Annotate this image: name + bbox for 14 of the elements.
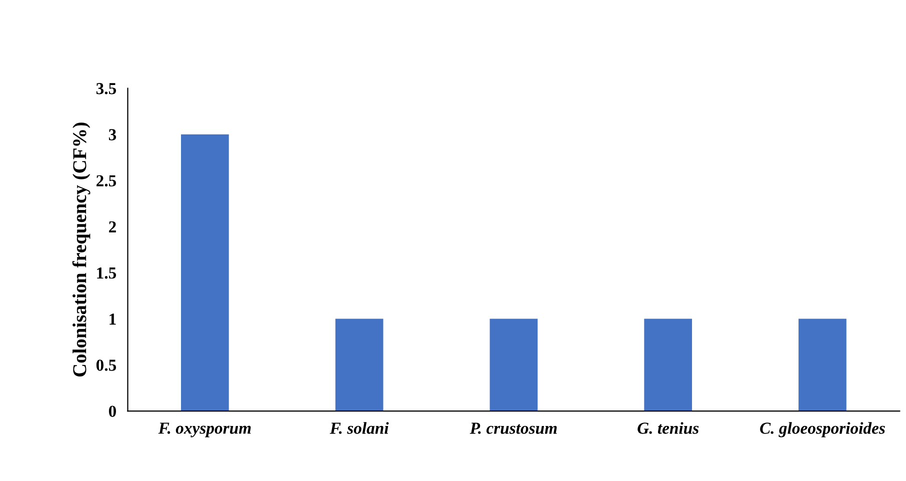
y-tick-label: 1.5 bbox=[97, 267, 116, 279]
y-tick-label: 1 bbox=[110, 314, 116, 325]
y-tick-label: 0 bbox=[108, 406, 116, 417]
x-tick-label: C. gloeosporioides bbox=[760, 422, 885, 438]
y-tick-label: 2.5 bbox=[96, 175, 116, 186]
x-tick-label: F. oxysporum bbox=[158, 422, 251, 438]
y-tick-label: 3 bbox=[108, 129, 116, 140]
x-tick-label: G. tenius bbox=[638, 422, 699, 434]
y-axis-title: Colonisation frequency (CF%) bbox=[72, 122, 90, 377]
y-tick-label: 3.5 bbox=[96, 83, 116, 94]
x-tick-label: F. solani bbox=[330, 422, 389, 434]
x-tick-label: P. crustosum bbox=[470, 422, 557, 434]
y-tick-label: 0.5 bbox=[96, 360, 116, 371]
y-tick-label: 2 bbox=[109, 221, 116, 232]
